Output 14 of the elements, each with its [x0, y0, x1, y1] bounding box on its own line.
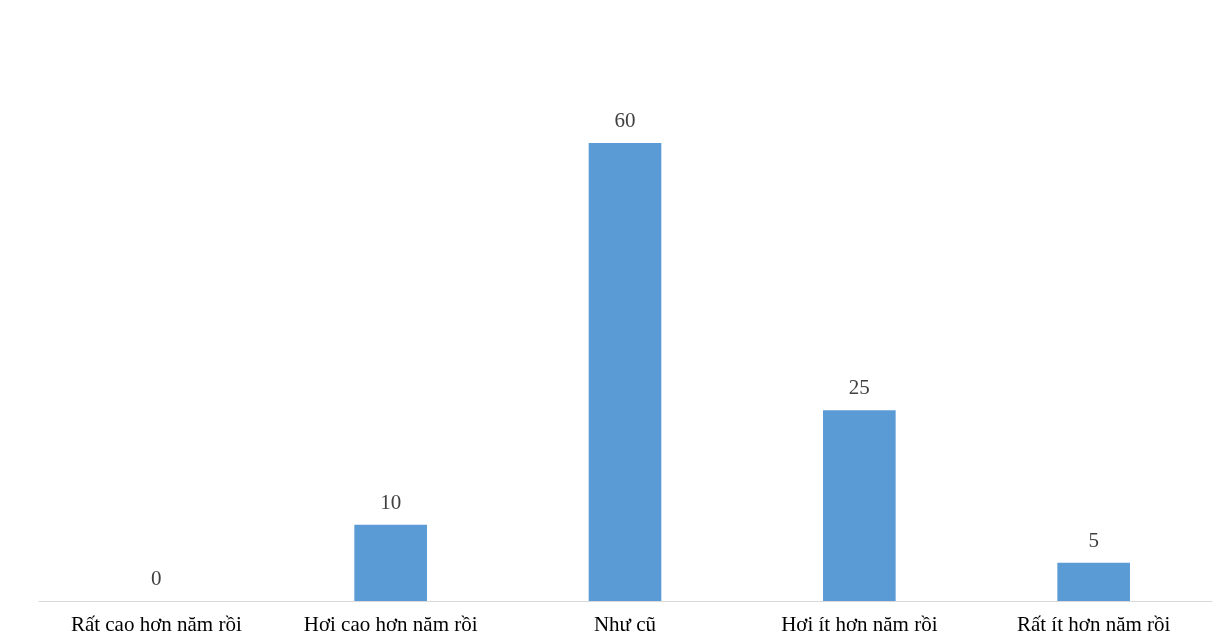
data-label: 5	[1088, 527, 1099, 552]
x-tick-label: Hơi cao hơn năm rồi	[303, 611, 478, 636]
bar	[823, 410, 896, 601]
data-label: 10	[380, 489, 402, 514]
data-label: 25	[848, 375, 870, 400]
data-label: 60	[614, 108, 636, 132]
bar	[1057, 562, 1130, 601]
x-tick-label: Như cũ	[593, 611, 657, 636]
data-label: 0	[151, 566, 162, 590]
bar	[354, 524, 427, 601]
x-tick-label: Hơi ít hơn năm rồi	[781, 611, 938, 636]
x-tick-label: Rất cao hơn năm rồi	[70, 611, 242, 636]
x-tick-label: Rất ít hơn năm rồi	[1016, 611, 1171, 636]
bar	[588, 143, 662, 601]
